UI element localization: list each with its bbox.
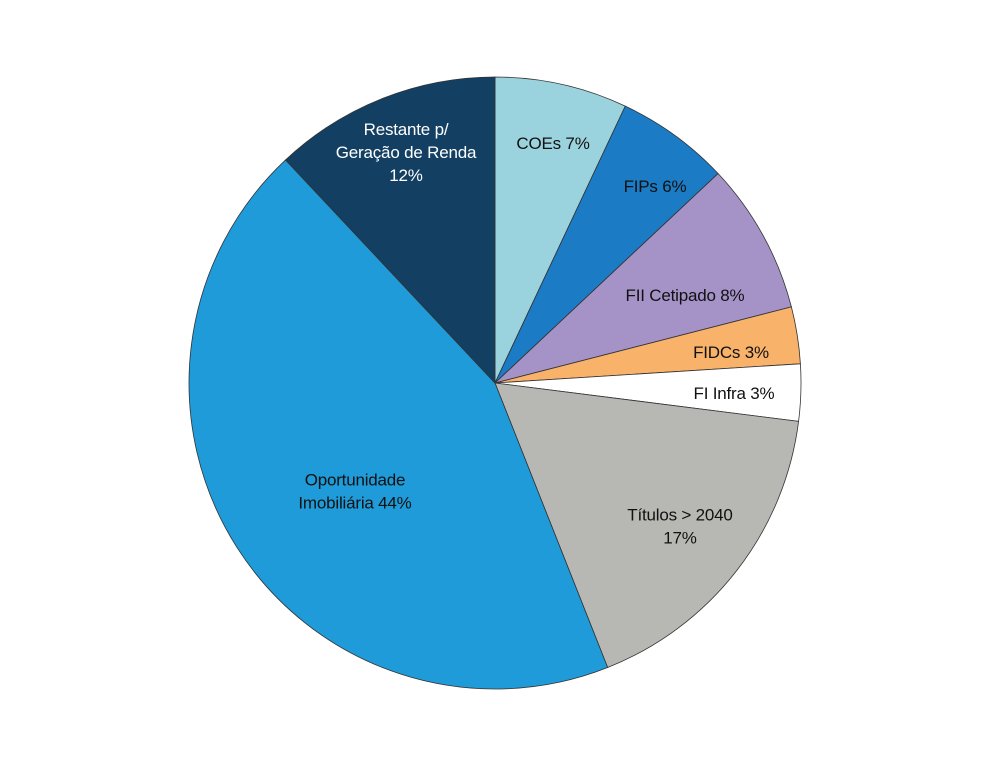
pie-slice-label-line: Restante p/: [364, 120, 449, 139]
pie-slice-label-line: FI Infra 3%: [694, 384, 775, 403]
pie-slice-label-line: Geração de Renda: [336, 143, 477, 162]
pie-slice-label-line: Títulos > 2040: [627, 506, 732, 525]
pie-slice-7: [284, 76, 496, 385]
pie-slice-5: [494, 382, 800, 669]
pie-slice-label-line: COEs 7%: [516, 134, 589, 153]
pie-slice-label-line: FII Cetipado 8%: [626, 286, 745, 305]
pie-slice-label-0: COEs 7%: [516, 134, 589, 153]
pie-slice-6: [188, 159, 609, 690]
pie-slice-label-line: FIPs 6%: [624, 177, 687, 196]
pie-slice-label-3: FIDCs 3%: [693, 343, 769, 362]
pie-slice-label-line: Oportunidade: [305, 471, 406, 490]
pie-slice-label-4: FI Infra 3%: [694, 384, 775, 403]
pie-slice-label-1: FIPs 6%: [624, 177, 687, 196]
pie-slice-label-7: Restante p/Geração de Renda 12%: [336, 120, 477, 185]
pie-slice-label-line: 12%: [389, 166, 423, 185]
pie-slice-label-line: FIDCs 3%: [693, 343, 769, 362]
pie-slice-label-5: Títulos > 2040 17%: [627, 506, 732, 548]
pie-slice-label-line: 17%: [663, 529, 697, 548]
pie-slice-0: [494, 76, 626, 384]
pie-slice-label-2: FII Cetipado 8%: [626, 286, 745, 305]
pie-slice-label-line: Imobiliária 44%: [298, 494, 411, 513]
pie-slice-label-6: Oportunidade Imobiliária 44%: [298, 471, 411, 513]
pie-slice-2: [494, 172, 792, 384]
